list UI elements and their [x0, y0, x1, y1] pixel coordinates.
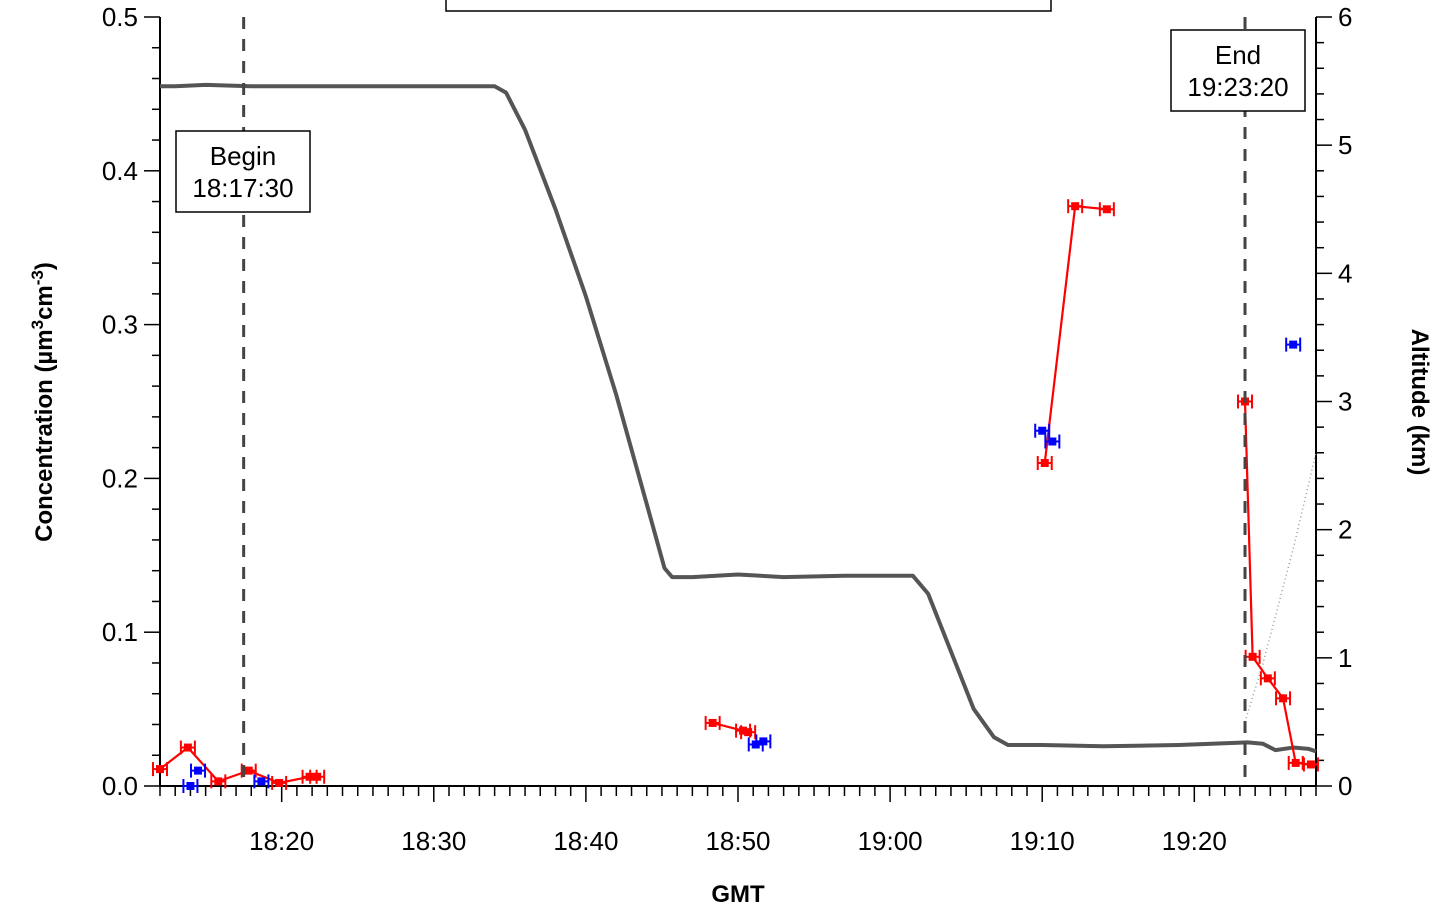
data-point: [309, 769, 326, 784]
plot-area: 0.0 0.1 0.2 0.3 0.4 0.5 0 1 2 3 4 5 6 18:20 18:30 18:40…: [102, 0, 1353, 856]
y-right-tick-label: 0: [1338, 771, 1352, 801]
data-point: [740, 725, 757, 740]
data-point: [253, 774, 270, 789]
x-tick-label: 18:40: [553, 826, 618, 856]
annotation-label: Begin: [210, 141, 277, 171]
x-tick-label: 18:30: [401, 826, 466, 856]
data-point: [704, 715, 721, 730]
annotation-box: [175, 130, 311, 213]
y-left-tick-label: 0.1: [102, 617, 138, 647]
data-point: [1275, 691, 1292, 706]
series-7: [182, 337, 1302, 793]
data-point: [1044, 434, 1061, 449]
y-right-tick-label: 1: [1338, 643, 1352, 673]
y-right-tick-label: 5: [1338, 130, 1352, 160]
data-point: [179, 740, 196, 755]
series-line: [159, 746, 318, 785]
y-left-tick-label: 0.5: [102, 2, 138, 32]
annotation-label: 19:23:20: [1187, 72, 1288, 102]
annotation-box: [1170, 29, 1306, 112]
x-tick-label: 18:20: [249, 826, 314, 856]
series-line: [160, 82, 1317, 754]
series-4: [704, 715, 757, 740]
annotation-label: 18:17:30: [192, 173, 293, 203]
axes: 0.0 0.1 0.2 0.3 0.4 0.5 0 1 2 3 4 5 6 18:20 18:30 18:40…: [102, 2, 1353, 856]
data-point: [1302, 757, 1319, 772]
data-point: [1285, 337, 1302, 352]
y-right-tick-label: 2: [1338, 515, 1352, 545]
y-right-tick-label: 6: [1338, 2, 1352, 32]
x-tick-label: 19:10: [1010, 826, 1075, 856]
y-left-tick-label: 0.4: [102, 156, 138, 186]
data-point: [1287, 755, 1304, 770]
series-3: [152, 740, 326, 790]
x-axis-title: GMT: [711, 881, 765, 908]
data-point: [1259, 671, 1276, 686]
y-axis-left-title: Concentration (µm3cm-3): [28, 262, 59, 542]
data-point: [1098, 202, 1115, 217]
series-5: [1036, 199, 1115, 471]
x-tick-label: 19:00: [858, 826, 923, 856]
data-point: [271, 775, 288, 790]
data-point: [755, 734, 772, 749]
data-point: [182, 779, 199, 793]
data-point: [1036, 456, 1053, 471]
x-tick-label: 19:20: [1162, 826, 1227, 856]
y-left-tick-label: 0.0: [102, 771, 138, 801]
annotation-label: End: [1215, 40, 1261, 70]
data-point: [152, 762, 168, 777]
y-left-tick-label: 0.3: [102, 310, 138, 340]
series-line: [1243, 401, 1312, 766]
data-point: [1067, 199, 1084, 214]
series-1: [160, 82, 1317, 754]
y-axis-right-title: Altitude (km): [1406, 329, 1433, 476]
x-tick-label: 18:50: [705, 826, 770, 856]
y-left-tick-label: 0.2: [102, 463, 138, 493]
legend-box: [445, 0, 1052, 12]
data-point: [1034, 423, 1051, 438]
series-line: [1244, 452, 1317, 723]
data-point: [210, 774, 227, 789]
data-point: [190, 763, 207, 778]
series-layer: [152, 82, 1319, 793]
series-2: [1244, 452, 1317, 723]
y-right-tick-label: 3: [1338, 387, 1352, 417]
y-right-tick-label: 4: [1338, 258, 1352, 288]
series-6: [1237, 394, 1319, 772]
series-line: [1043, 205, 1107, 464]
